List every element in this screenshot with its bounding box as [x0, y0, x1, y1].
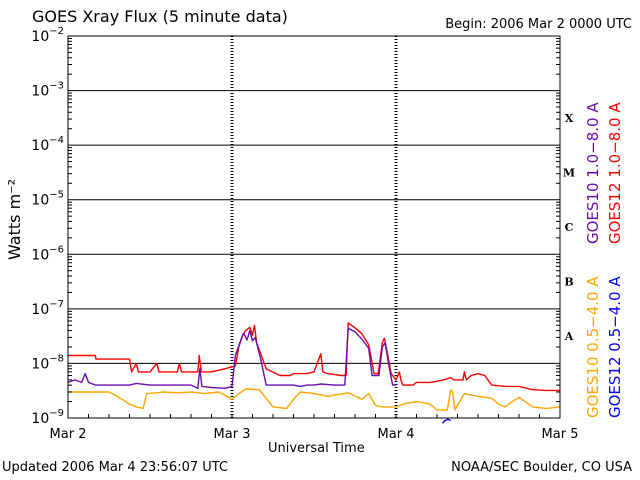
x-tick-label: Mar 2 — [50, 427, 87, 442]
flare-class-label: M — [563, 166, 575, 179]
y-tick-label: 10−9 — [31, 408, 64, 427]
legend-goes12-long: GOES12 1.0−8.0 A — [606, 102, 624, 244]
y-tick-label: 10−4 — [31, 135, 64, 154]
y-tick-label: 10−6 — [31, 244, 64, 263]
legend-goes10-long: GOES10 1.0−8.0 A — [584, 102, 602, 244]
flare-class-label: A — [564, 330, 574, 343]
series-goes10-long — [67, 327, 396, 389]
series-goes12-long — [68, 322, 560, 392]
flare-class-label: C — [565, 221, 574, 234]
updated-timestamp: Updated 2006 Mar 4 23:56:07 UTC — [2, 460, 229, 475]
series-layer — [67, 322, 561, 424]
flare-class-label: B — [564, 276, 573, 289]
credit-text: NOAA/SEC Boulder, CO USA — [451, 460, 632, 475]
y-tick-label: 10−7 — [31, 299, 64, 318]
x-axis-title: Universal Time — [268, 441, 365, 456]
plot-frame — [67, 35, 561, 419]
chart-title: GOES Xray Flux (5 minute data) — [32, 7, 288, 26]
flare-class-label: X — [565, 112, 574, 125]
series-goes10-short — [68, 388, 561, 411]
x-tick-label: Mar 4 — [378, 427, 415, 442]
legend-goes12-short: GOES12 0.5−4.0 A — [606, 276, 624, 418]
y-tick-label: 10−8 — [31, 353, 64, 372]
y-tick-label: 10−2 — [31, 26, 64, 45]
x-tick-label: Mar 3 — [214, 427, 251, 442]
y-tick-label: 10−5 — [31, 190, 64, 209]
begin-time: Begin: 2006 Mar 2 0000 UTC — [445, 17, 632, 32]
legend-goes10-short: GOES10 0.5−4.0 A — [584, 276, 602, 418]
y-axis-title: Watts m⁻² — [5, 178, 24, 260]
y-tick-label: 10−3 — [31, 81, 64, 100]
series-goes12-short — [441, 418, 451, 424]
grid — [68, 35, 560, 419]
x-tick-label: Mar 5 — [542, 427, 579, 442]
